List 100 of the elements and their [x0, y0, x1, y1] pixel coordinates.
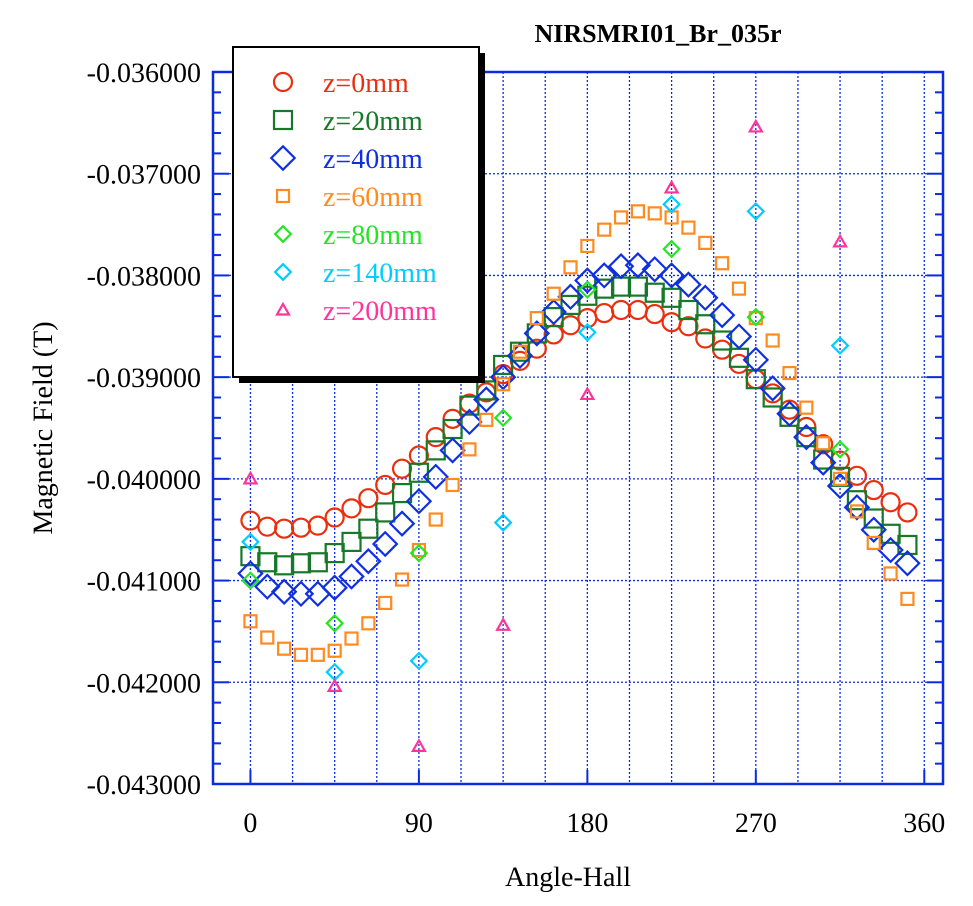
- point: [728, 348, 750, 368]
- point: [728, 354, 750, 374]
- point: [526, 338, 547, 359]
- y-tick-label: -0.043000: [86, 770, 201, 801]
- point: [662, 195, 680, 214]
- point: [897, 534, 918, 556]
- point: [577, 286, 598, 306]
- point: [628, 276, 648, 297]
- point: [356, 548, 382, 574]
- point: [776, 400, 802, 427]
- point: [860, 516, 887, 543]
- point: [799, 400, 814, 415]
- point: [644, 282, 665, 303]
- point: [844, 494, 870, 520]
- point: [591, 262, 618, 288]
- point: [712, 340, 732, 360]
- point: [361, 616, 376, 630]
- point: [732, 282, 746, 296]
- point: [290, 553, 312, 574]
- point: [294, 648, 308, 662]
- point: [496, 377, 510, 392]
- point: [389, 510, 415, 536]
- point: [580, 387, 594, 400]
- point: [563, 260, 578, 274]
- point: [614, 210, 628, 225]
- point: [810, 450, 836, 476]
- point: [322, 574, 348, 600]
- legend-label: z=60mm: [323, 182, 423, 213]
- point: [698, 236, 712, 250]
- point: [726, 324, 752, 350]
- point: [344, 631, 359, 646]
- point: [648, 206, 662, 220]
- point: [544, 324, 564, 345]
- point: [496, 618, 510, 631]
- point: [574, 268, 600, 294]
- x-axis-title: Angle-Hall: [505, 862, 632, 893]
- point: [560, 315, 581, 336]
- point: [642, 256, 668, 282]
- point: [831, 336, 849, 355]
- point: [324, 507, 345, 528]
- point: [608, 253, 634, 280]
- point: [712, 330, 732, 351]
- point: [578, 280, 596, 299]
- point: [456, 409, 482, 435]
- legend-label: z=80mm: [323, 220, 423, 251]
- point: [578, 323, 596, 342]
- point: [257, 516, 278, 537]
- point: [493, 354, 514, 376]
- point: [324, 543, 345, 564]
- chart-title: NIRSMRI01_Br_035r: [534, 19, 782, 48]
- x-tick-label: 360: [903, 808, 946, 839]
- point: [661, 288, 682, 308]
- point: [442, 418, 463, 440]
- point: [507, 342, 533, 369]
- point: [494, 408, 512, 427]
- point: [894, 550, 920, 576]
- point: [827, 473, 853, 499]
- point: [832, 234, 848, 248]
- point: [473, 386, 500, 412]
- point: [408, 445, 429, 466]
- point: [406, 488, 432, 514]
- point: [594, 302, 614, 324]
- point: [530, 311, 544, 326]
- y-axis-title: Magnetic Field (T): [28, 321, 59, 535]
- point: [580, 238, 594, 254]
- point: [748, 120, 763, 133]
- point: [358, 518, 378, 539]
- point: [274, 518, 294, 539]
- point: [678, 300, 699, 320]
- point: [412, 739, 426, 752]
- point: [494, 514, 512, 532]
- point: [392, 482, 412, 504]
- point: [290, 518, 312, 538]
- point: [277, 642, 292, 656]
- point: [271, 578, 297, 605]
- point: [625, 252, 651, 278]
- point: [341, 532, 362, 552]
- point: [558, 284, 584, 310]
- point: [880, 492, 901, 512]
- point: [883, 566, 898, 581]
- point: [375, 474, 396, 496]
- point: [597, 222, 612, 237]
- point: [813, 434, 834, 454]
- point: [394, 572, 410, 587]
- legend-label: z=140mm: [323, 258, 437, 289]
- y-tick-label: -0.039000: [86, 363, 201, 394]
- point: [610, 276, 632, 297]
- point: [715, 256, 730, 270]
- point: [328, 679, 342, 692]
- point: [426, 427, 446, 448]
- point: [341, 498, 362, 518]
- point: [243, 472, 258, 484]
- point: [358, 488, 378, 508]
- point: [846, 466, 867, 486]
- point: [326, 614, 344, 632]
- y-tick-label: -0.040000: [86, 464, 201, 496]
- point: [630, 204, 645, 218]
- point: [766, 333, 780, 348]
- x-tick-label: 0: [243, 808, 258, 839]
- y-tick-label: -0.037000: [86, 160, 201, 191]
